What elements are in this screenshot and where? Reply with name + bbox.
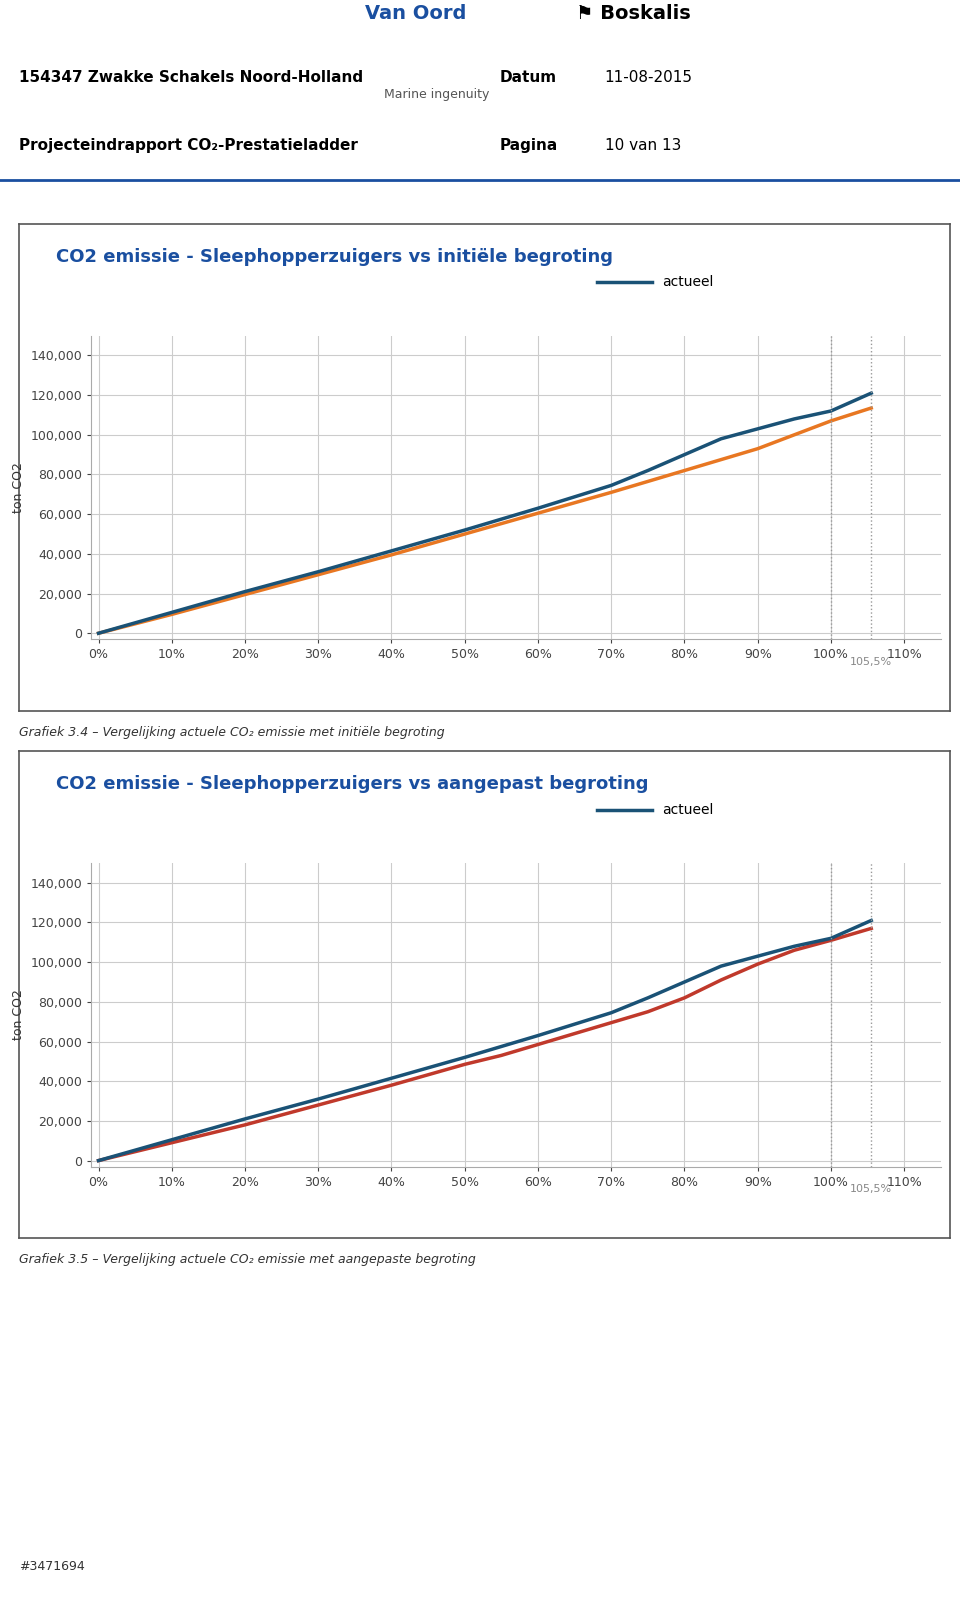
Text: 105,5%: 105,5%	[851, 657, 892, 666]
Text: Grafiek 3.5 – Vergelijking actuele CO₂ emissie met aangepaste begroting: Grafiek 3.5 – Vergelijking actuele CO₂ e…	[19, 1253, 476, 1266]
Text: 105,5%: 105,5%	[851, 1184, 892, 1194]
Text: ⚑ Boskalis: ⚑ Boskalis	[576, 3, 691, 22]
Text: Datum: Datum	[499, 70, 557, 85]
Text: actueel: actueel	[661, 802, 713, 817]
Y-axis label: ton CO2: ton CO2	[12, 462, 25, 513]
Text: Pagina: Pagina	[499, 137, 558, 153]
Text: Grafiek 3.4 – Vergelijking actuele CO₂ emissie met initiële begroting: Grafiek 3.4 – Vergelijking actuele CO₂ e…	[19, 725, 444, 738]
Text: initiële begroting: initiële begroting	[661, 348, 780, 363]
Text: 10 van 13: 10 van 13	[605, 137, 682, 153]
Text: Projecteindrapport CO₂-Prestatieladder: Projecteindrapport CO₂-Prestatieladder	[19, 137, 358, 153]
Text: #3471694: #3471694	[19, 1560, 84, 1572]
Text: aangepast begroting: aangepast begroting	[661, 876, 806, 890]
Text: 154347 Zwakke Schakels Noord-Holland: 154347 Zwakke Schakels Noord-Holland	[19, 70, 363, 85]
Text: 11-08-2015: 11-08-2015	[605, 70, 693, 85]
Y-axis label: ton CO2: ton CO2	[12, 989, 25, 1040]
Text: CO2 emissie - Sleephopperzuigers vs initiële begroting: CO2 emissie - Sleephopperzuigers vs init…	[57, 248, 613, 267]
Text: actueel: actueel	[661, 275, 713, 289]
Text: Marine ingenuity: Marine ingenuity	[384, 88, 490, 101]
Text: CO2 emissie - Sleephopperzuigers vs aangepast begroting: CO2 emissie - Sleephopperzuigers vs aang…	[57, 775, 649, 794]
Text: Van Oord: Van Oord	[365, 3, 467, 22]
